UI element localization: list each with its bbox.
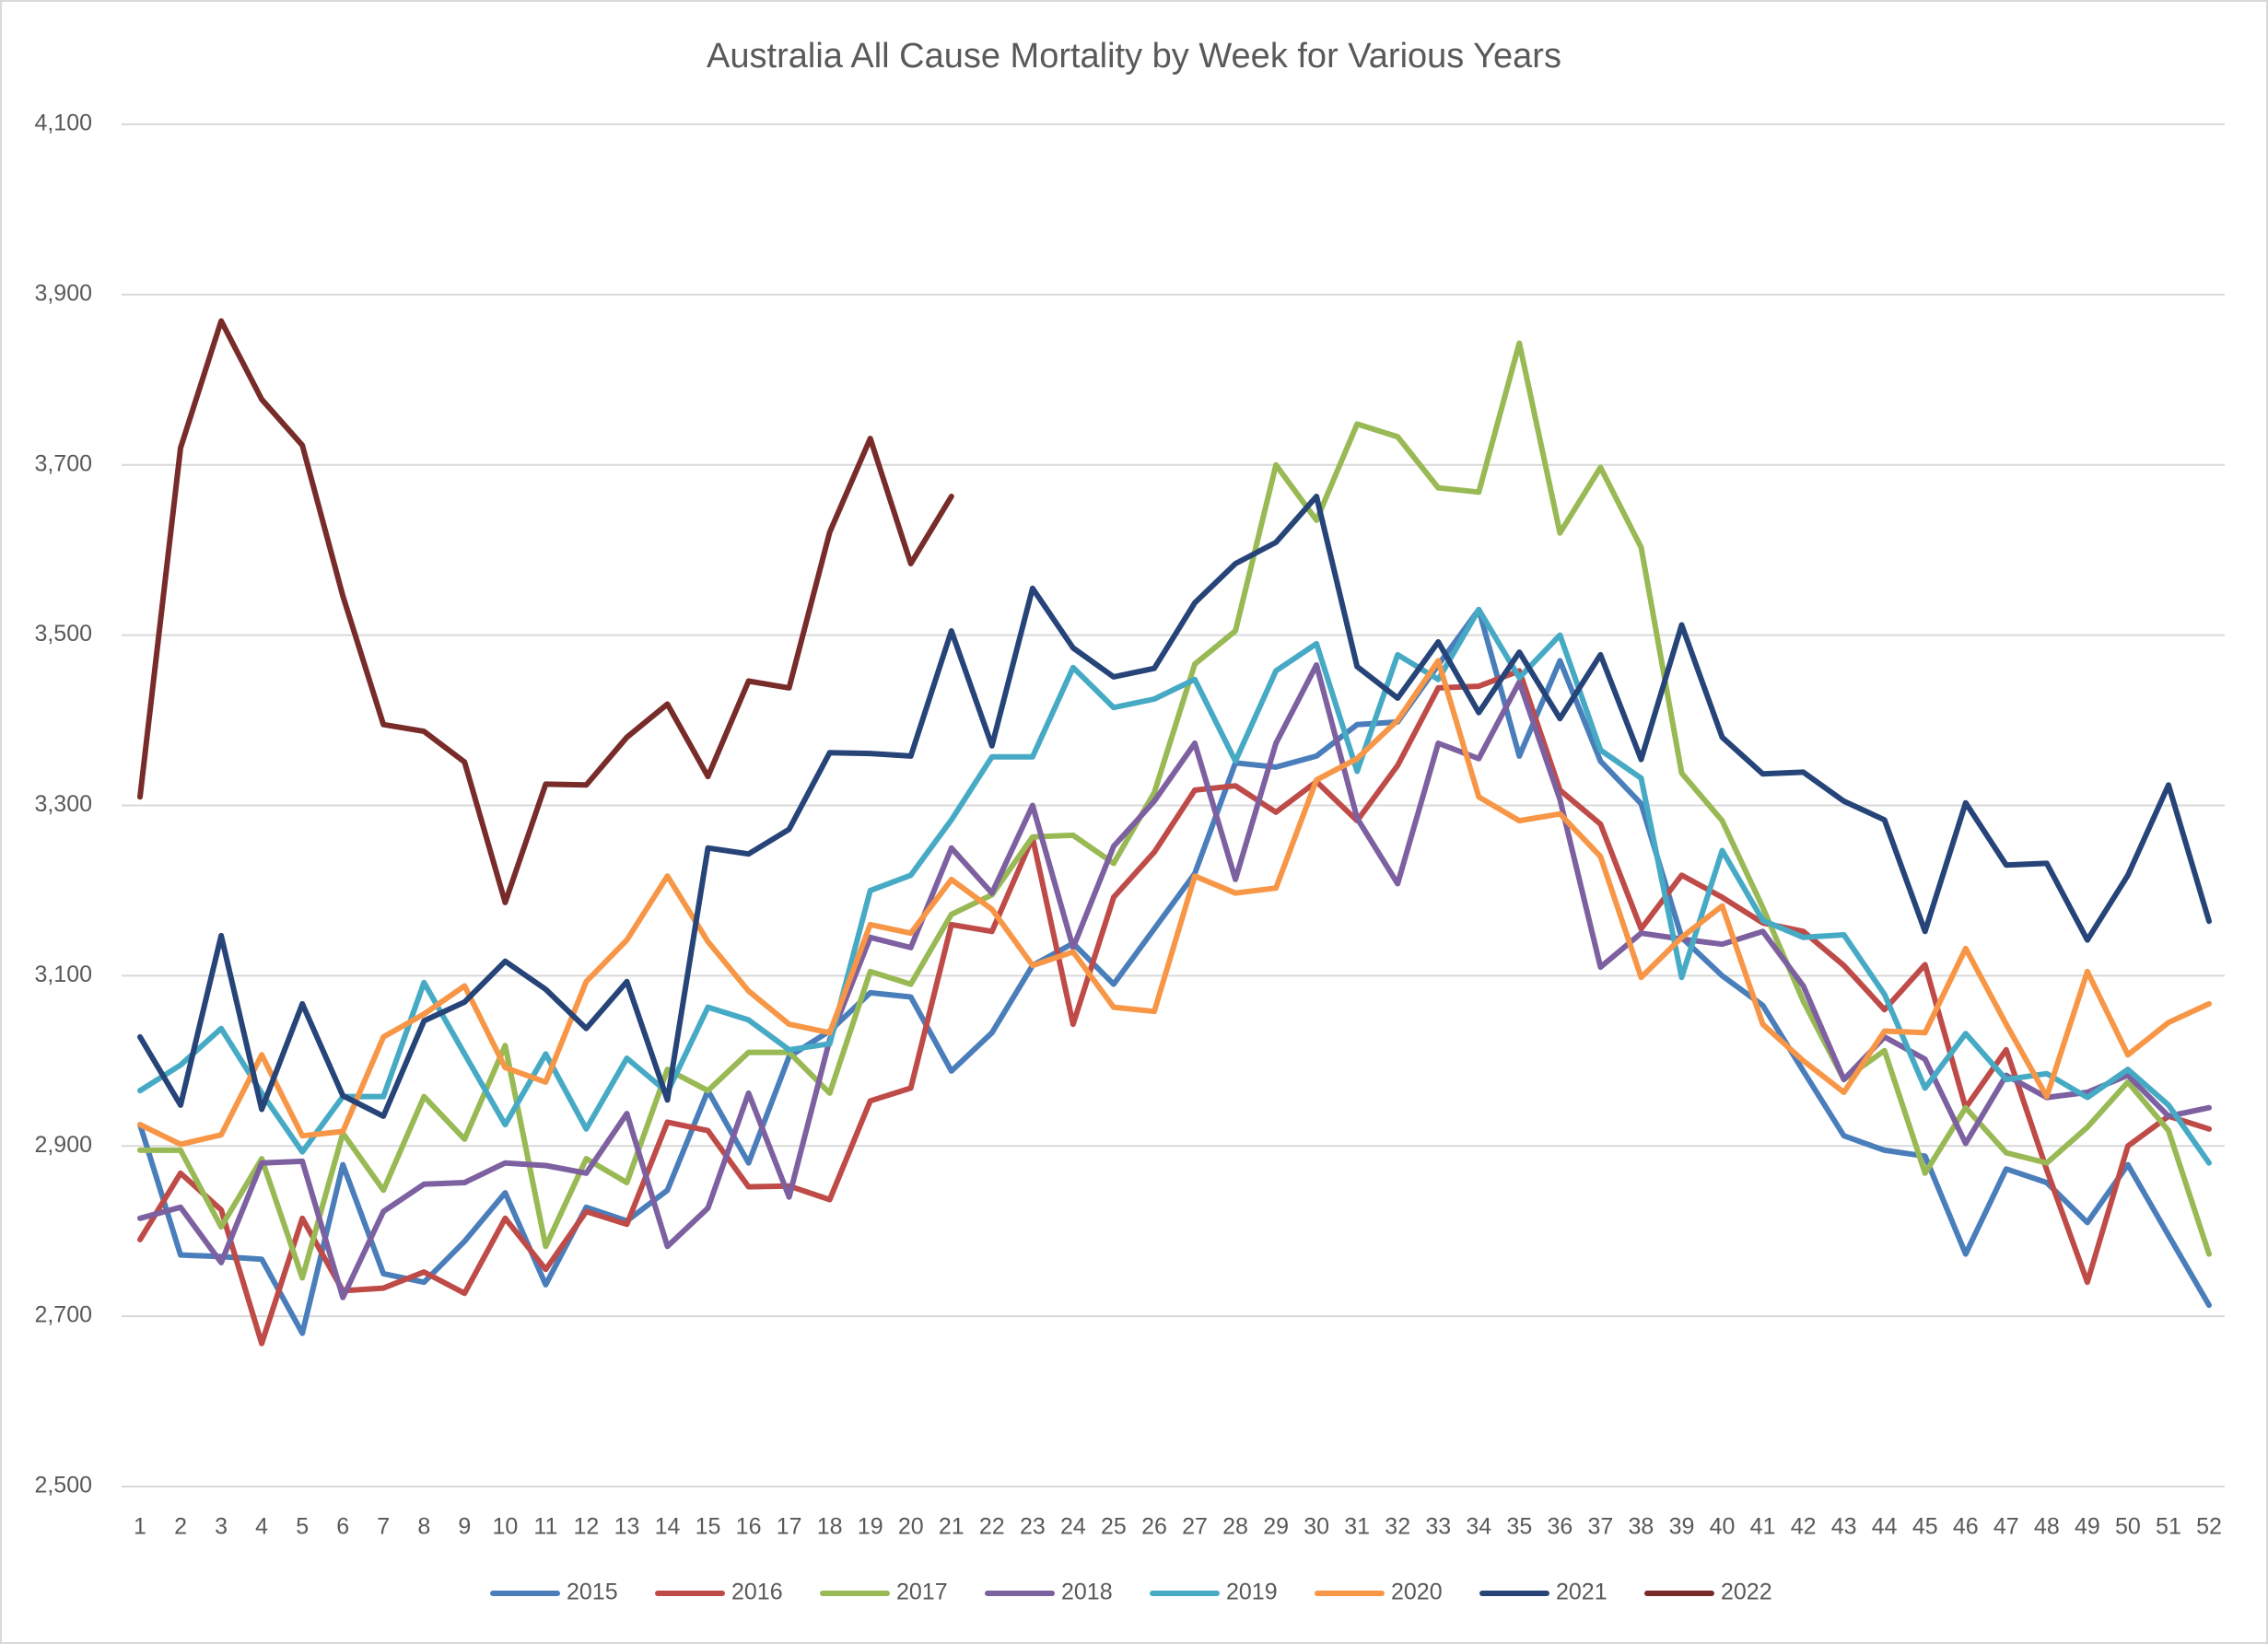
x-tick-label: 50: [2115, 1514, 2141, 1540]
x-tick-label: 41: [1750, 1514, 1776, 1540]
x-tick-label: 33: [1425, 1514, 1451, 1540]
x-tick-label: 34: [1466, 1514, 1491, 1540]
x-tick-label: 18: [817, 1514, 843, 1540]
x-tick-label: 2: [174, 1514, 187, 1540]
y-tick-label: 2,900: [34, 1132, 92, 1158]
x-tick-label: 12: [574, 1514, 600, 1540]
y-tick-label: 4,100: [34, 111, 92, 136]
x-tick-label: 10: [492, 1514, 518, 1540]
x-tick-label: 29: [1263, 1514, 1289, 1540]
x-tick-label: 39: [1669, 1514, 1695, 1540]
grid: 2,500 2,700 2,900 3,100 3,300 3,500 3,700 3,900…: [34, 111, 2225, 1540]
y-tick-label: 3,100: [34, 962, 92, 987]
series-line: [137, 318, 954, 905]
x-tick-label: 26: [1141, 1514, 1167, 1540]
x-tick-label: 3: [215, 1514, 228, 1540]
x-tick-label: 1: [134, 1514, 146, 1540]
x-tick-label: 17: [777, 1514, 802, 1540]
x-tick-label: 48: [2034, 1514, 2060, 1540]
lines: [137, 318, 2212, 1347]
y-tick-label: 3,500: [34, 621, 92, 647]
x-tick-label: 32: [1385, 1514, 1410, 1540]
x-tick-label: 52: [2196, 1514, 2222, 1540]
x-tick-label: 24: [1060, 1514, 1086, 1540]
x-tick-label: 43: [1831, 1514, 1857, 1540]
legend: 2015 2016 2017 2018 2019 2020 2021 2022: [490, 1580, 1772, 1605]
x-tick-label: 4: [255, 1514, 268, 1540]
x-tick-label: 19: [858, 1514, 883, 1540]
chart-title: Australia All Cause Mortality by Week fo…: [707, 37, 1561, 76]
x-tick-label: 37: [1588, 1514, 1614, 1540]
y-tick-label: 3,700: [34, 450, 92, 476]
legend-label: 2020: [1391, 1580, 1443, 1605]
x-tick-label: 40: [1710, 1514, 1736, 1540]
x-tick-label: 27: [1182, 1514, 1208, 1540]
series-line: [137, 658, 2212, 1148]
x-tick-label: 13: [614, 1514, 640, 1540]
x-tick-label: 46: [1953, 1514, 1979, 1540]
x-tick-label: 15: [696, 1514, 721, 1540]
x-tick-label: 36: [1547, 1514, 1572, 1540]
x-tick-label: 35: [1506, 1514, 1532, 1540]
x-tick-label: 28: [1222, 1514, 1248, 1540]
x-tick-label: 38: [1629, 1514, 1654, 1540]
x-tick-label: 6: [336, 1514, 349, 1540]
x-tick-label: 45: [1912, 1514, 1938, 1540]
series-line: [137, 668, 2212, 1347]
y-tick-label: 3,300: [34, 791, 92, 817]
x-tick-label: 14: [655, 1514, 681, 1540]
x-tick-label: 21: [939, 1514, 964, 1540]
legend-label: 2021: [1556, 1580, 1607, 1605]
series-line: [137, 494, 2212, 1119]
legend-label: 2019: [1226, 1580, 1278, 1605]
x-tick-label: 42: [1791, 1514, 1817, 1540]
x-tick-label: 20: [898, 1514, 924, 1540]
series-line: [137, 606, 2212, 1166]
x-tick-label: 25: [1101, 1514, 1127, 1540]
legend-label: 2022: [1721, 1580, 1772, 1605]
legend-label: 2016: [731, 1580, 783, 1605]
y-tick-label: 3,900: [34, 280, 92, 306]
x-tick-label: 22: [979, 1514, 1005, 1540]
x-tick-label: 5: [296, 1514, 309, 1540]
x-tick-label: 31: [1344, 1514, 1370, 1540]
x-tick-label: 44: [1872, 1514, 1898, 1540]
x-tick-label: 49: [2075, 1514, 2100, 1540]
x-tick-label: 8: [417, 1514, 430, 1540]
y-tick-label: 2,500: [34, 1473, 92, 1498]
x-tick-label: 30: [1304, 1514, 1329, 1540]
x-tick-label: 7: [377, 1514, 390, 1540]
legend-label: 2017: [896, 1580, 948, 1605]
x-tick-label: 23: [1020, 1514, 1046, 1540]
legend-label: 2015: [567, 1580, 618, 1605]
y-tick-label: 2,700: [34, 1302, 92, 1328]
x-tick-label: 51: [2156, 1514, 2181, 1540]
legend-label: 2018: [1061, 1580, 1113, 1605]
series-line: [137, 606, 2212, 1336]
x-tick-label: 47: [1993, 1514, 2019, 1540]
x-tick-label: 9: [458, 1514, 471, 1540]
x-tick-label: 16: [736, 1514, 762, 1540]
x-tick-label: 11: [533, 1514, 557, 1540]
